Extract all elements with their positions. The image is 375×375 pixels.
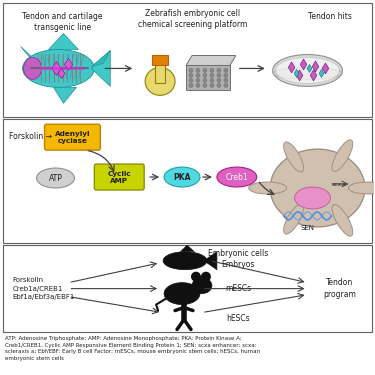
FancyBboxPatch shape [45,124,100,150]
Ellipse shape [284,204,303,234]
Text: Tendon
program: Tendon program [323,278,356,299]
Polygon shape [52,62,62,75]
Polygon shape [48,34,78,50]
Circle shape [224,78,228,82]
Polygon shape [312,61,319,72]
Polygon shape [92,51,110,86]
Circle shape [210,74,214,77]
Circle shape [196,74,200,77]
Circle shape [224,83,228,87]
Text: Embryonic cells
Embryos: Embryonic cells Embryos [208,249,268,269]
Ellipse shape [192,278,212,294]
Polygon shape [294,69,299,77]
Circle shape [217,74,221,77]
Circle shape [201,272,211,282]
Polygon shape [92,51,110,66]
Bar [152,56,168,66]
Ellipse shape [273,54,342,86]
Text: Zebrafish embryonic cell
chemical screening platform: Zebrafish embryonic cell chemical screen… [138,9,248,29]
Ellipse shape [164,167,200,187]
Circle shape [189,83,193,87]
Polygon shape [307,64,312,72]
Text: scxa: scxa [332,182,346,186]
Polygon shape [310,70,317,81]
Ellipse shape [273,68,342,80]
Bar [3,119,372,243]
Ellipse shape [22,50,94,87]
Ellipse shape [145,68,175,95]
Ellipse shape [270,149,365,227]
Circle shape [210,83,214,87]
Ellipse shape [332,140,353,171]
Circle shape [189,74,193,77]
Text: Cyclic
AMP: Cyclic AMP [108,171,131,183]
Ellipse shape [348,182,375,194]
Polygon shape [64,58,73,70]
Polygon shape [186,56,236,66]
Ellipse shape [24,57,42,80]
Text: ATP: Adenosine Triphosphate; AMP: Adenosine Monophosphate; PKA: Protein Kinase A: ATP: Adenosine Triphosphate; AMP: Adenos… [4,336,260,361]
Circle shape [203,78,207,82]
Ellipse shape [295,187,330,209]
Circle shape [189,69,193,72]
Ellipse shape [332,204,353,236]
Bar [3,245,372,333]
Bar [3,3,372,117]
Polygon shape [180,245,195,252]
Polygon shape [288,62,295,73]
Ellipse shape [217,167,257,187]
Bar [186,66,230,90]
Polygon shape [322,63,329,74]
Circle shape [210,78,214,82]
Polygon shape [300,59,307,70]
Text: ATP: ATP [48,174,62,183]
Circle shape [224,74,228,77]
Circle shape [196,78,200,82]
Circle shape [191,272,201,282]
Polygon shape [296,70,303,81]
Text: Tendon and cartilage
transgenic line: Tendon and cartilage transgenic line [22,12,103,32]
Text: PKA: PKA [173,172,191,182]
Polygon shape [204,252,217,270]
Circle shape [203,74,207,77]
Text: SEN: SEN [300,225,315,231]
Ellipse shape [163,252,207,270]
Circle shape [203,83,207,87]
Bar [155,63,165,83]
Circle shape [189,78,193,82]
Text: Adenylyl
cyclase: Adenylyl cyclase [55,130,90,144]
Polygon shape [58,69,65,78]
Circle shape [224,69,228,72]
Ellipse shape [276,57,339,83]
Text: Forskolin
Creb1a/CREB1
Ebf1a/Ebf3a/EBF1: Forskolin Creb1a/CREB1 Ebf1a/Ebf3a/EBF1 [13,277,75,300]
Circle shape [217,83,221,87]
Ellipse shape [284,142,303,172]
Circle shape [178,292,190,304]
Polygon shape [21,46,44,74]
Polygon shape [54,87,76,104]
Text: Creb1: Creb1 [225,172,248,182]
Circle shape [196,69,200,72]
Ellipse shape [36,168,74,188]
Circle shape [203,69,207,72]
Circle shape [196,83,200,87]
Text: mESCs: mESCs [225,284,251,293]
Circle shape [210,69,214,72]
FancyBboxPatch shape [94,164,144,190]
Text: Tendon hits: Tendon hits [308,12,351,21]
Circle shape [217,69,221,72]
Text: Forskolin →: Forskolin → [9,132,52,141]
Text: hESCs: hESCs [226,314,250,323]
Ellipse shape [164,283,200,304]
Ellipse shape [249,182,286,194]
Polygon shape [319,69,324,77]
Circle shape [217,78,221,82]
